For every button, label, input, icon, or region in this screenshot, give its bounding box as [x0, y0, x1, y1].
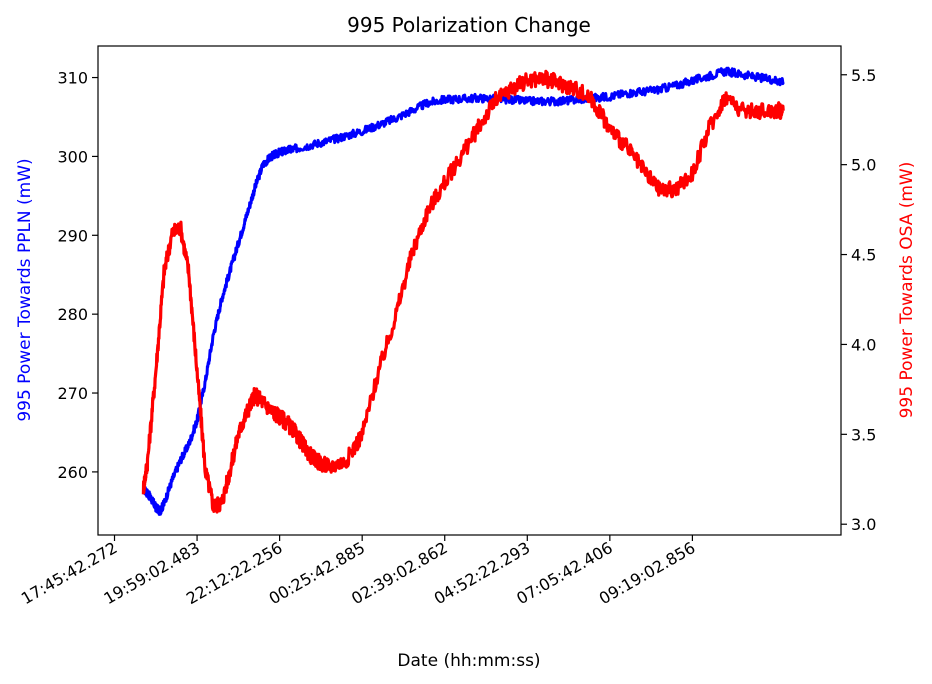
- y-right-tick-label: 4.0: [851, 335, 876, 354]
- y-left-tick-label: 260: [57, 463, 88, 482]
- y-left-tick-label: 300: [57, 147, 88, 166]
- series-osa: [141, 69, 785, 514]
- y-axis-right-label: 995 Power Towards OSA (mW): [897, 162, 917, 419]
- series-line: [141, 69, 785, 514]
- y-right-tick-label: 3.5: [851, 425, 876, 444]
- y-right-tick-label: 5.0: [851, 156, 876, 175]
- x-axis: 17:45:42.27219:59:02.48322:12:22.25600:2…: [18, 535, 698, 608]
- left-axis: 260 270 280 290 300 310: [57, 69, 98, 482]
- y-right-tick-label: 4.5: [851, 246, 876, 265]
- y-left-tick-label: 270: [57, 384, 88, 403]
- y-left-tick-label: 310: [57, 69, 88, 88]
- chart-title: 995 Polarization Change: [347, 13, 591, 37]
- plot-frame: [97, 45, 842, 536]
- y-left-tick-label: 280: [57, 305, 88, 324]
- y-axis-left-label: 995 Power Towards PPLN (mW): [15, 158, 35, 421]
- series-line: [142, 66, 785, 516]
- series-ppln: [142, 66, 785, 516]
- y-left-tick-label: 290: [57, 226, 88, 245]
- y-right-tick-label: 5.5: [851, 66, 876, 85]
- right-axis: 3.0 3.5 4.0 4.5 5.0 5.5: [841, 66, 876, 534]
- plot-area: [141, 66, 785, 516]
- x-axis-label: Date (hh:mm:ss): [397, 651, 540, 671]
- y-right-tick-label: 3.0: [851, 515, 876, 534]
